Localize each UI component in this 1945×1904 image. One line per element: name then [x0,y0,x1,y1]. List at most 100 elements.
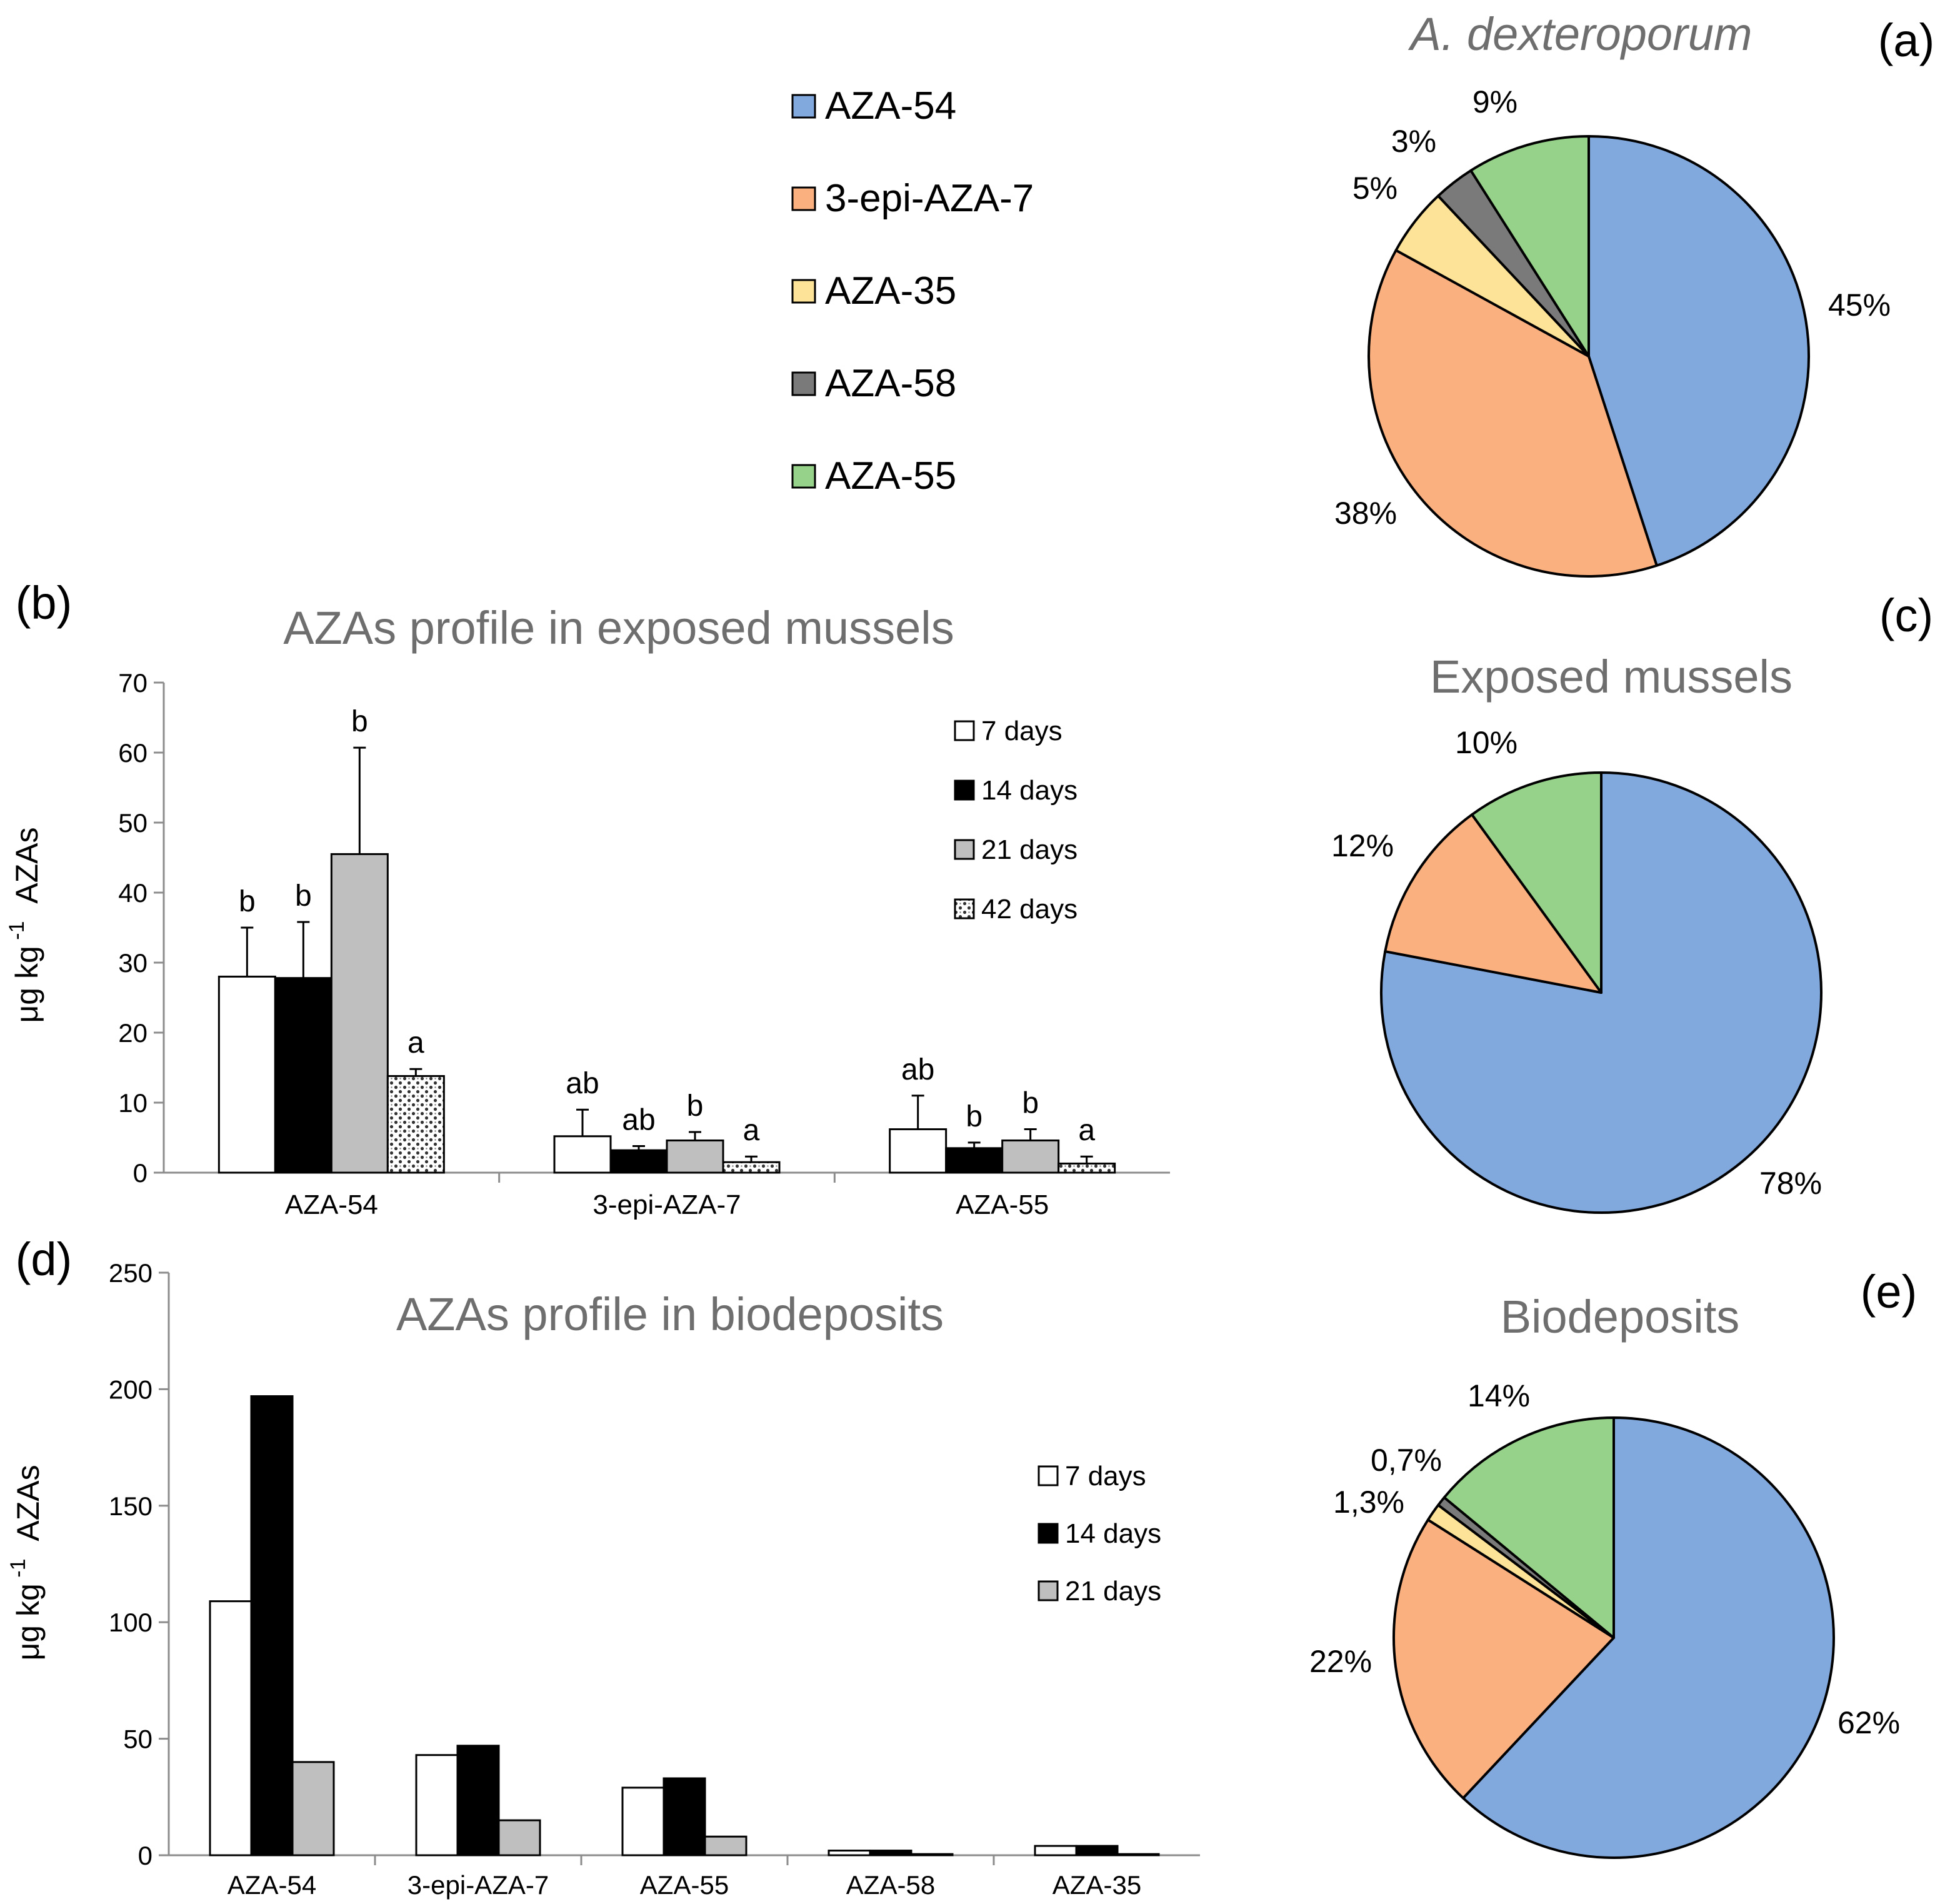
legend-label-aza-58: AZA-58 [825,362,956,405]
pie-label-a-aza-35: 5% [1352,171,1398,206]
legend-label-aza-55: AZA-55 [825,454,956,498]
significance-letter-b-aza-54-21-days: b [351,705,368,738]
pie-label-e-3-epi-aza-7: 22% [1309,1644,1372,1679]
panel-label-a: (a) [1878,14,1934,66]
pie-chart-c: Exposed mussels 78% 12% 10% [1331,651,1822,1214]
y-tick-label-b-20: 20 [118,1018,148,1048]
x-tick-label-d-aza-54: AZA-54 [228,1870,316,1900]
series-legend-swatch-d-7-days [1038,1465,1059,1486]
series-legend-label-b-7-days: 7 days [981,716,1062,746]
x-tick-label-b-aza-55: AZA-55 [956,1190,1049,1220]
legend-label-aza-54: AZA-54 [825,84,956,128]
y-tick-label-d-200: 200 [109,1375,152,1404]
y-tick-label-b-70: 70 [118,668,148,698]
x-tick-label-d-3-epi-aza-7: 3-epi-AZA-7 [408,1870,549,1900]
y-axis-label-unit: μg kg [11,1583,46,1660]
legend-swatch-3-epi-aza-7 [791,186,816,211]
series-legend-swatch-b-7-days [954,720,975,741]
pie-slice-a-aza-55 [1469,135,1590,358]
bar-title-d: AZAs profile in biodeposits [396,1288,944,1340]
legend-swatch-aza-35 [791,279,816,304]
y-tick-label-b-50: 50 [118,808,148,838]
pie-label-c-aza-55: 10% [1455,725,1518,760]
bar-d-aza-54-14-days [250,1395,294,1856]
bar-d-aza-35-21-days [1116,1853,1160,1856]
y-tick-label-b-10: 10 [118,1088,148,1118]
bar-d-aza-55-21-days [704,1835,748,1856]
significance-letter-b-aza-55-21-days: b [1022,1087,1039,1120]
pie-title-a: A. dexteroporum [1408,8,1752,60]
y-axis-label-tail: AZAs [9,827,44,921]
bar-b-aza-55-7-days [889,1128,948,1174]
pie-label-e-aza-58: 0,7% [1371,1443,1442,1478]
x-tick-label-d-aza-55: AZA-55 [640,1870,729,1900]
bar-b-3-epi-aza-7-14-days [609,1149,668,1174]
pie-label-e-aza-55: 14% [1468,1378,1530,1413]
significance-letter-b-aza-54-14-days: b [295,879,312,913]
pie-label-a-3-epi-aza-7: 38% [1334,496,1397,531]
pie-title-e: Biodeposits [1501,1291,1740,1343]
bar-d-aza-35-14-days [1075,1845,1119,1856]
bar-d-aza-54-21-days [291,1761,335,1856]
y-axis-label-d: μg kg -1 AZAs [6,1465,46,1660]
bar-d-aza-58-14-days [869,1850,912,1856]
bar-d-3-epi-aza-7-14-days [456,1745,500,1856]
bar-d-3-epi-aza-7-7-days [415,1754,459,1856]
pie-label-c-3-epi-aza-7: 12% [1331,828,1394,863]
pie-slice-a-aza-54 [1588,135,1810,567]
bar-b-3-epi-aza-7-7-days [553,1135,612,1174]
pie-label-e-aza-35: 1,3% [1333,1485,1404,1520]
significance-letter-b-3-epi-aza-7-7-days: ab [566,1067,599,1100]
x-tick-label-d-aza-58: AZA-58 [846,1870,935,1900]
legend-swatch-aza-55 [791,464,816,489]
pie-label-a-aza-54: 45% [1828,288,1891,323]
bar-d-3-epi-aza-7-21-days [498,1819,541,1856]
legend-swatch-aza-54 [791,94,816,119]
series-legend-swatch-b-42-days [954,898,975,919]
toxin-legend: AZA-54 3-epi-AZA-7 AZA-35 AZA-58 AZA-55 [791,84,1034,498]
series-legend-label-d-21-days: 21 days [1065,1576,1161,1606]
legend-label-3-epi-aza-7: 3-epi-AZA-7 [825,177,1034,220]
pie-label-a-aza-58: 3% [1391,124,1436,159]
series-legend-swatch-b-21-days [954,839,975,860]
bar-b-aza-55-21-days [1001,1139,1060,1174]
bar-d-aza-54-7-days [209,1600,252,1856]
panel-label-b: (b) [16,577,72,629]
y-axis-label-tail: AZAs [11,1465,46,1558]
pie-slice-e-aza-55 [1442,1416,1615,1639]
y-tick-label-d-150: 150 [109,1491,152,1521]
bar-d-aza-55-7-days [621,1786,665,1856]
pie-label-a-aza-55: 9% [1472,84,1518,119]
bar-d-aza-55-14-days [662,1777,706,1856]
significance-letter-b-aza-55-14-days: b [966,1100,982,1133]
y-tick-label-b-40: 40 [118,878,148,908]
bar-b-aza-54-7-days [218,975,276,1174]
series-legend-label-b-42-days: 42 days [981,894,1078,924]
significance-letter-b-aza-54-42-days: a [408,1026,424,1060]
series-legend-label-d-7-days: 7 days [1065,1461,1146,1491]
significance-letter-b-3-epi-aza-7-42-days: a [743,1114,760,1147]
pie-slice-c-3-epi-aza-7 [1384,813,1602,994]
bar-b-aza-54-42-days [386,1075,445,1174]
series-legend-label-b-21-days: 21 days [981,834,1078,865]
pie-chart-e: Biodeposits 62% 22% 1,3% 0,7% 14% [1309,1291,1900,1859]
bar-b-3-epi-aza-7-42-days [722,1161,781,1174]
pie-label-c-aza-54: 78% [1759,1166,1822,1201]
bar-d-aza-35-7-days [1034,1845,1078,1856]
significance-letter-b-aza-54-7-days: b [239,885,256,918]
y-axis-label-superscript: -1 [5,921,29,946]
panel-label-e: (e) [1861,1266,1917,1318]
pie-title-c: Exposed mussels [1430,651,1792,703]
significance-letter-b-aza-55-42-days: a [1078,1114,1095,1147]
pie-slice-e-3-epi-aza-7 [1392,1518,1615,1800]
y-tick-label-d-100: 100 [109,1608,152,1637]
y-axis-label-unit: μg kg [9,946,44,1023]
panel-label-d: (d) [16,1233,72,1285]
series-legend-label-b-14-days: 14 days [981,775,1078,806]
bar-d-aza-58-7-days [828,1850,871,1856]
y-axis-label-b: μg kg -1 AZAs [5,827,44,1023]
legend-label-aza-35: AZA-35 [825,269,956,313]
series-legend-label-d-14-days: 14 days [1065,1518,1161,1549]
pie-slice-c-aza-55 [1471,771,1602,994]
